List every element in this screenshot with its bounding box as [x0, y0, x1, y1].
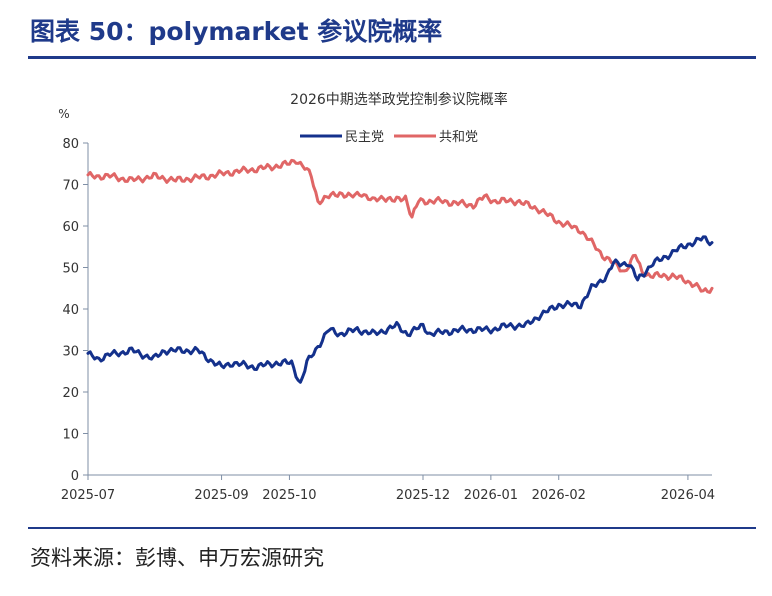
y-tick-label: 60: [62, 220, 79, 235]
series-line-republican: [86, 158, 714, 294]
x-tick-label: 2026-04: [661, 488, 715, 503]
y-tick-label: 20: [62, 386, 79, 401]
chart-title: 2026中期选举政党控制参议院概率: [290, 91, 508, 108]
x-tick-label: 2025-12: [396, 488, 450, 503]
legend-label-democrat: 民主党: [345, 130, 384, 145]
y-tick-label: 0: [71, 469, 79, 484]
y-tick-label: 70: [62, 179, 79, 194]
x-tick-label: 2025-07: [61, 488, 115, 503]
title-divider: [28, 56, 756, 59]
y-tick-label: 10: [62, 428, 79, 443]
axes: 0 10 20 30 40 50 60 70 80 2025-07 2025-09 2025-10 20…: [61, 137, 715, 503]
y-axis-label: %: [58, 107, 69, 121]
series-line-democrat: [86, 235, 714, 384]
legend-label-republican: 共和党: [439, 130, 478, 145]
x-tick-label: 2025-10: [262, 488, 316, 503]
source-divider: [28, 527, 756, 529]
series-layer: [86, 158, 714, 384]
x-tick-label: 2026-01: [464, 488, 518, 503]
y-tick-label: 40: [62, 303, 79, 318]
y-tick-label: 30: [62, 345, 79, 360]
source-note: 资料来源：彭博、申万宏源研究: [30, 546, 324, 570]
figure-title: 图表 50：polymarket 参议院概率: [30, 17, 443, 46]
x-tick-label: 2025-09: [194, 488, 248, 503]
y-tick-label: 50: [62, 262, 79, 277]
y-tick-label: 80: [62, 137, 79, 152]
legend: 民主党 共和党: [300, 130, 478, 145]
x-tick-label: 2026-02: [532, 488, 586, 503]
